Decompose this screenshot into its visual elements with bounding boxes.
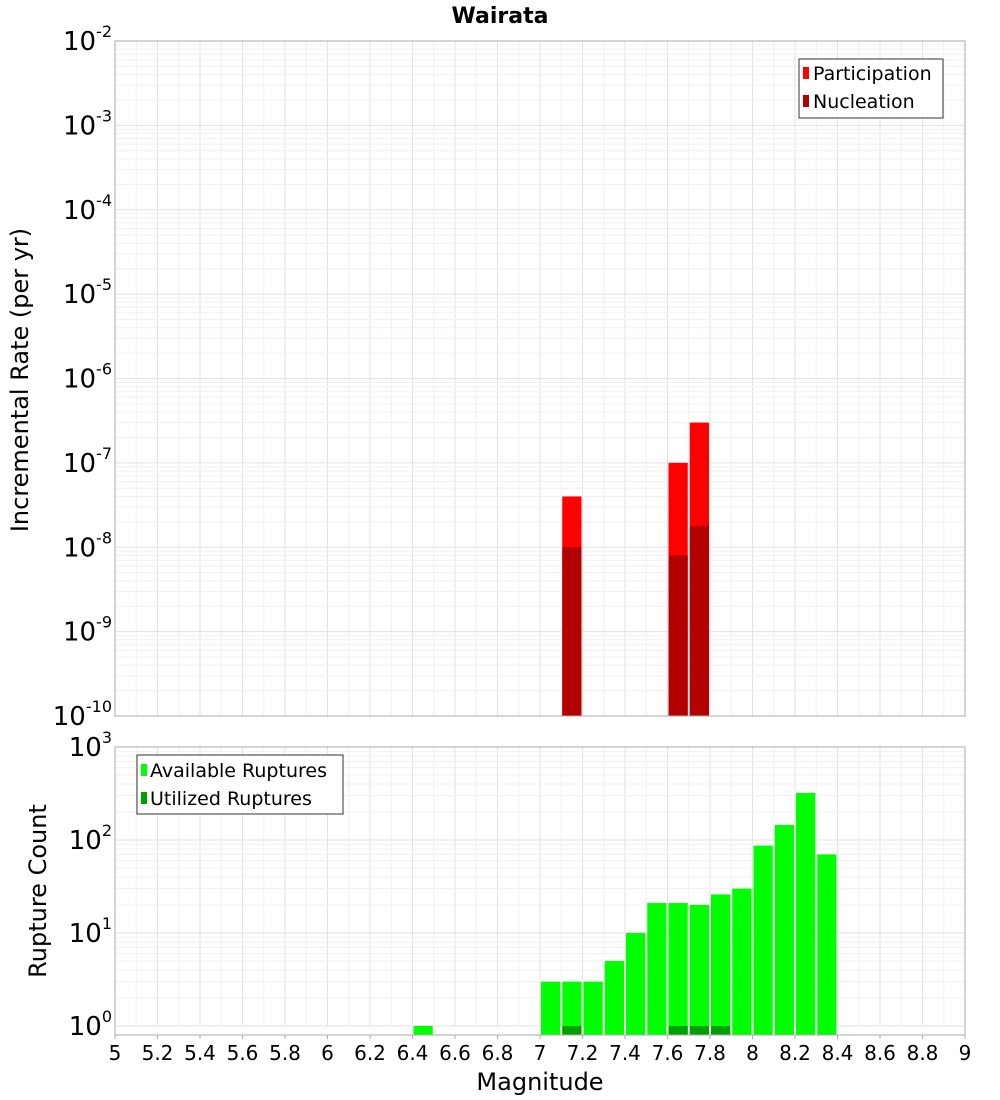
rate-y-axis-label: Incremental Rate (per yr) xyxy=(6,228,34,532)
count-bar-utilized-ruptures xyxy=(562,1026,582,1035)
rate-bar-nucleation xyxy=(668,555,688,716)
count-bar-utilized-ruptures xyxy=(668,1026,688,1035)
count-y-tick-label: 103 xyxy=(69,728,112,763)
count-panel: 100 101 102 103 5 5.2 5.4 5.6 5.8 6 6.2 6.4 6.6 6.8 7… xyxy=(24,728,971,1096)
legend-swatch-participation xyxy=(803,67,809,79)
count-bar-available-ruptures xyxy=(774,824,794,1035)
count-y-tick-label: 101 xyxy=(69,914,112,949)
count-x-ticks: 5 5.2 5.4 5.6 5.8 6 6.2 6.4 6.6 6.8 7 7.2 7.4 7.6 7.8 8… xyxy=(109,1035,972,1065)
rate-y-tick-label: 10-3 xyxy=(63,106,112,141)
count-bars xyxy=(413,793,837,1035)
rate-panel: 10-10 10-9 10-8 10-7 10-6 10-5 10-4 10-3 10-2 In… xyxy=(6,22,966,732)
x-tick-label: 6.4 xyxy=(397,1041,429,1065)
rate-grid xyxy=(114,41,966,717)
x-tick-label: 8.8 xyxy=(907,1041,939,1065)
legend-swatch-available xyxy=(141,764,147,776)
rate-y-ticks: 10-10 10-9 10-8 10-7 10-6 10-5 10-4 10-3 10-2 xyxy=(53,22,112,732)
x-tick-label: 8.4 xyxy=(822,1041,854,1065)
count-legend-box xyxy=(136,754,344,815)
x-axis-label: Magnitude xyxy=(476,1068,603,1096)
count-bar-available-ruptures xyxy=(647,903,667,1035)
count-y-tick-label: 100 xyxy=(69,1007,112,1042)
rate-y-tick-label: 10-6 xyxy=(63,360,112,395)
count-bar-available-ruptures xyxy=(562,981,582,1035)
rate-legend: Participation Nucleation xyxy=(798,58,944,119)
count-bar-utilized-ruptures xyxy=(711,1026,731,1035)
rate-y-tick-label: 10-9 xyxy=(63,613,112,648)
x-tick-label: 6.6 xyxy=(439,1041,471,1065)
x-tick-label: 9 xyxy=(959,1041,972,1065)
x-tick-label: 7.6 xyxy=(652,1041,684,1065)
legend-label-participation: Participation xyxy=(813,63,932,85)
x-tick-label: 7 xyxy=(534,1041,547,1065)
x-tick-label: 5.2 xyxy=(142,1041,174,1065)
count-bar-available-ruptures xyxy=(541,981,561,1035)
x-tick-label: 8.2 xyxy=(779,1041,811,1065)
x-tick-label: 8.6 xyxy=(864,1041,896,1065)
count-legend: Available Ruptures Utilized Ruptures xyxy=(136,754,344,815)
rate-y-tick-label: 10-8 xyxy=(63,528,112,563)
count-bar-available-ruptures xyxy=(583,981,603,1035)
x-tick-label: 8 xyxy=(746,1041,759,1065)
x-tick-label: 7.4 xyxy=(609,1041,641,1065)
rate-y-tick-label: 10-7 xyxy=(63,444,112,479)
x-tick-label: 5.6 xyxy=(227,1041,259,1065)
count-bar-available-ruptures xyxy=(604,960,624,1035)
count-bar-available-ruptures xyxy=(796,793,816,1035)
chart-title: Wairata xyxy=(452,4,549,29)
x-tick-label: 7.2 xyxy=(567,1041,599,1065)
rate-legend-box xyxy=(798,58,944,119)
legend-swatch-utilized xyxy=(141,792,147,804)
count-bar-utilized-ruptures xyxy=(689,1026,709,1035)
rate-y-tick-label: 10-2 xyxy=(63,22,112,57)
x-tick-label: 6.2 xyxy=(354,1041,386,1065)
count-bar-available-ruptures xyxy=(817,854,837,1035)
count-bar-available-ruptures xyxy=(732,888,752,1035)
count-y-ticks: 100 101 102 103 xyxy=(69,728,112,1042)
x-tick-label: 5.4 xyxy=(184,1041,216,1065)
rate-y-tick-label: 10-4 xyxy=(63,191,112,226)
x-tick-label: 7.8 xyxy=(694,1041,726,1065)
legend-label-available: Available Ruptures xyxy=(150,760,327,782)
x-tick-label: 5.8 xyxy=(269,1041,301,1065)
rate-bar-nucleation xyxy=(689,525,709,716)
count-y-axis-label: Rupture Count xyxy=(24,804,52,978)
count-bar-available-ruptures xyxy=(689,905,709,1035)
count-bar-available-ruptures xyxy=(711,894,731,1035)
rate-bar-nucleation xyxy=(562,547,582,716)
rate-plot-frame xyxy=(114,40,966,717)
x-tick-label: 6 xyxy=(321,1041,334,1065)
rate-bars xyxy=(562,422,709,716)
count-bar-available-ruptures xyxy=(668,903,688,1035)
legend-label-utilized: Utilized Ruptures xyxy=(150,788,312,810)
x-tick-label: 6.8 xyxy=(482,1041,514,1065)
rate-y-tick-label: 10-5 xyxy=(63,275,112,310)
legend-label-nucleation: Nucleation xyxy=(813,91,915,113)
count-y-tick-label: 102 xyxy=(69,821,112,856)
legend-swatch-nucleation xyxy=(803,95,809,107)
rate-y-tick-label: 10-10 xyxy=(53,697,112,732)
count-bar-available-ruptures xyxy=(413,1026,433,1035)
count-bar-available-ruptures xyxy=(753,845,773,1035)
x-tick-label: 5 xyxy=(109,1041,122,1065)
count-bar-available-ruptures xyxy=(626,933,646,1035)
